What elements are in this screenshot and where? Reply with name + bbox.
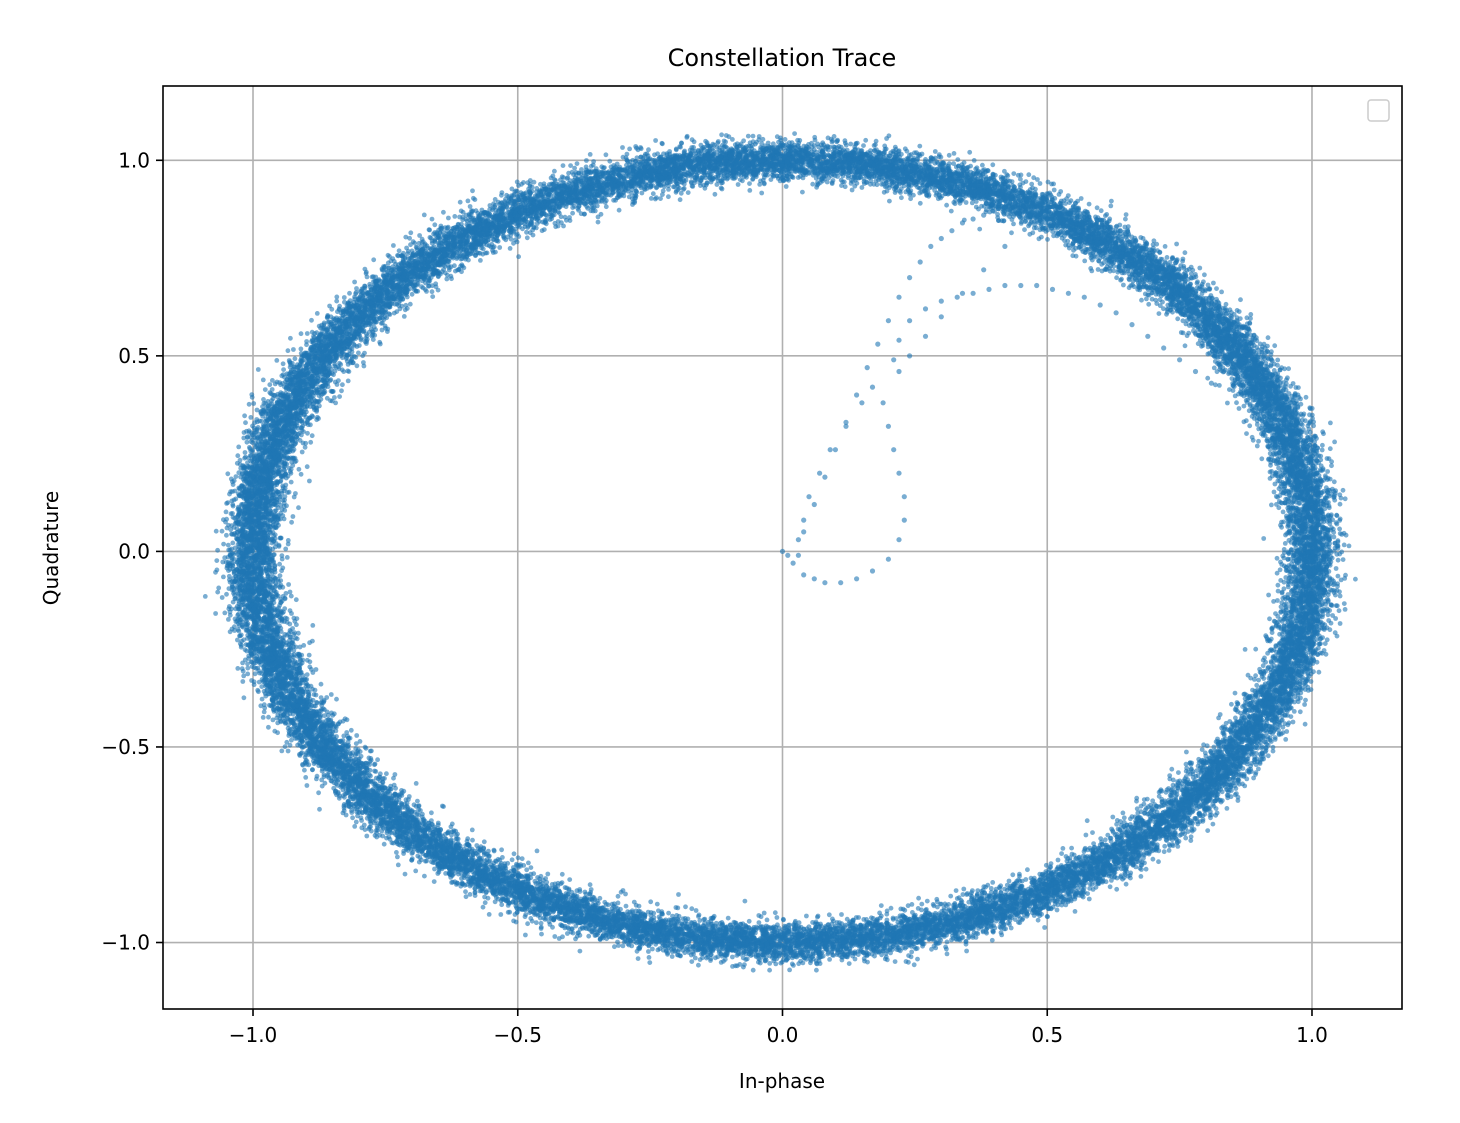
- ring-point: [1114, 886, 1120, 892]
- ring-point: [444, 276, 450, 282]
- ring-point: [1328, 420, 1333, 426]
- ring-point: [225, 542, 231, 548]
- ring-point: [534, 848, 540, 854]
- ring-point: [240, 679, 246, 684]
- ring-point: [967, 149, 973, 155]
- ring-point: [1161, 849, 1167, 855]
- ring-point: [1223, 301, 1229, 307]
- ring-point: [1261, 676, 1267, 681]
- ring-point: [1320, 442, 1325, 448]
- ring-point: [1169, 766, 1175, 772]
- ring-point: [288, 335, 293, 341]
- ring-point: [620, 154, 626, 160]
- ring-point: [318, 681, 324, 687]
- ring-point: [1256, 677, 1261, 683]
- ring-point: [255, 367, 261, 372]
- ring-point: [1224, 806, 1230, 811]
- ring-point: [963, 200, 969, 205]
- ring-point: [266, 714, 271, 720]
- ring-point: [222, 610, 228, 616]
- ring-point: [1283, 737, 1289, 742]
- ring-point: [230, 503, 236, 509]
- ring-point: [260, 715, 266, 720]
- ring-point: [308, 439, 314, 445]
- ring-point: [470, 837, 475, 843]
- ring-point: [1184, 749, 1189, 755]
- ring-point: [534, 920, 539, 926]
- ring-point: [221, 574, 226, 580]
- ring-point: [402, 871, 408, 877]
- ring-point: [1269, 502, 1274, 508]
- ring-point: [792, 131, 797, 137]
- ring-point: [612, 944, 617, 950]
- ring-point: [598, 211, 604, 217]
- ring-point: [567, 877, 573, 882]
- ring-point: [653, 138, 658, 143]
- ring-point: [696, 962, 701, 968]
- ring-point: [714, 182, 720, 187]
- ring-point: [725, 915, 731, 921]
- ring-point: [948, 208, 954, 214]
- ring-point: [584, 158, 589, 163]
- ring-point: [696, 914, 701, 919]
- ring-point: [1183, 761, 1189, 767]
- ring-point: [304, 783, 310, 788]
- ring-point: [1331, 479, 1337, 485]
- ring-point: [480, 904, 486, 910]
- ring-point: [266, 724, 271, 730]
- ring-point: [948, 893, 954, 899]
- ring-point: [852, 956, 858, 962]
- ring-point: [1333, 616, 1338, 621]
- ring-point: [1121, 282, 1126, 288]
- ring-point: [344, 730, 350, 735]
- ring-point: [666, 910, 671, 916]
- ring-point: [1275, 357, 1281, 363]
- ring-point: [826, 912, 832, 918]
- ring-point: [372, 762, 377, 768]
- ring-point: [579, 167, 584, 172]
- ring-point: [245, 665, 251, 671]
- ring-point: [846, 961, 852, 966]
- ring-point: [1083, 832, 1089, 838]
- ring-point: [1211, 280, 1216, 286]
- ring-point: [516, 254, 521, 260]
- ring-point: [1114, 275, 1119, 281]
- ring-point: [452, 263, 457, 269]
- ring-point: [1120, 810, 1126, 816]
- ring-point: [1150, 856, 1156, 862]
- ring-point: [1297, 709, 1303, 715]
- ring-point: [497, 245, 503, 250]
- scatter-points: [202, 131, 1358, 973]
- ring-point: [603, 152, 609, 158]
- ring-point: [1302, 721, 1308, 727]
- ring-point: [1102, 837, 1108, 843]
- ring-point: [677, 197, 683, 203]
- ring-point: [401, 314, 407, 319]
- ring-point: [215, 589, 221, 595]
- ring-point: [279, 748, 285, 754]
- ring-point: [391, 775, 396, 781]
- ring-point: [676, 892, 681, 897]
- ring-point: [429, 810, 434, 816]
- ring-point: [1341, 601, 1347, 606]
- ring-point: [1121, 815, 1127, 821]
- ring-point: [863, 137, 869, 143]
- ring-point: [384, 771, 389, 777]
- ring-point: [302, 767, 307, 773]
- ring-point: [408, 230, 414, 236]
- series-ring: [202, 131, 1358, 973]
- ring-point: [296, 466, 302, 472]
- ring-point: [267, 382, 273, 388]
- ring-point: [287, 742, 293, 748]
- ring-point: [1094, 205, 1100, 211]
